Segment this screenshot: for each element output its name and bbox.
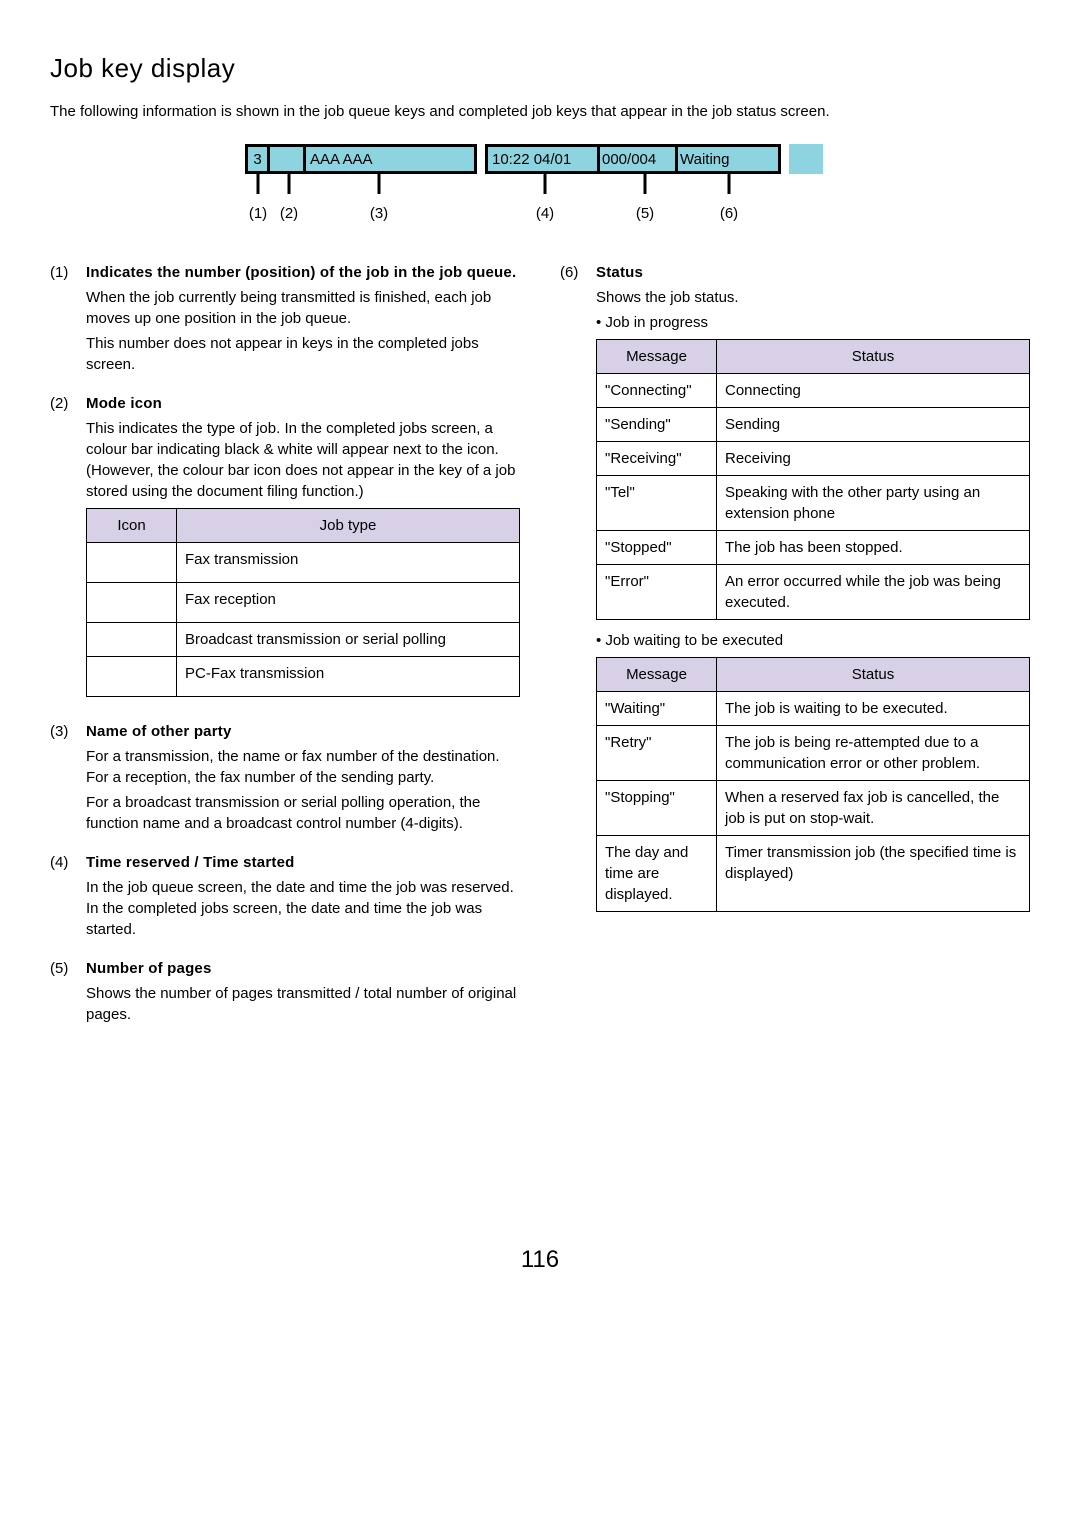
waiting-head-status: Status (717, 658, 1030, 692)
table-row: Fax reception (87, 583, 520, 623)
jobkey-tail (789, 144, 823, 174)
item-4-num: (4) (50, 852, 86, 944)
intro-text: The following information is shown in th… (50, 101, 1030, 122)
table-row: "Sending"Sending (597, 408, 1030, 442)
mode-table-head-jobtype: Job type (177, 509, 520, 543)
mode-table-head-icon: Icon (87, 509, 177, 543)
item-3-p2: For a broadcast transmission or serial p… (86, 792, 520, 834)
table-row: Fax transmission (87, 543, 520, 583)
progress-head-status: Status (717, 340, 1030, 374)
table-row: "Tel"Speaking with the other party using… (597, 476, 1030, 531)
status-waiting-table: Message Status "Waiting"The job is waiti… (596, 657, 1030, 912)
svg-text:(2): (2) (280, 205, 298, 222)
progress-head-message: Message (597, 340, 717, 374)
item-2-num: (2) (50, 393, 86, 707)
item-3-title: Name of other party (86, 721, 520, 742)
table-row: The day and time are displayed.Timer tra… (597, 836, 1030, 912)
bullet-job-in-progress: Job in progress (596, 312, 1030, 333)
item-3: (3) Name of other party For a transmissi… (50, 721, 520, 838)
table-row: "Error"An error occurred while the job w… (597, 565, 1030, 620)
item-2-p1: This indicates the type of job. In the c… (86, 418, 520, 502)
page-number: 116 (50, 1243, 1030, 1277)
table-row: "Connecting"Connecting (597, 374, 1030, 408)
jobkey-pages: 000/004 (600, 147, 678, 171)
jobkey-status: Waiting (678, 147, 778, 171)
table-row: "Retry"The job is being re-attempted due… (597, 726, 1030, 781)
status-progress-table: Message Status "Connecting"Connecting "S… (596, 339, 1030, 620)
item-2-title: Mode icon (86, 393, 520, 414)
svg-text:(3): (3) (370, 205, 388, 222)
item-1-title: Indicates the number (position) of the j… (86, 262, 520, 283)
item-5-num: (5) (50, 958, 86, 1029)
jobkey-time: 10:22 04/01 (488, 147, 600, 171)
svg-text:(4): (4) (536, 205, 554, 222)
table-row: "Receiving"Receiving (597, 442, 1030, 476)
item-6-title: Status (596, 262, 1030, 283)
jobkey-position: 3 (248, 147, 270, 171)
item-5: (5) Number of pages Shows the number of … (50, 958, 520, 1029)
item-3-num: (3) (50, 721, 86, 838)
item-6-num: (6) (560, 262, 596, 922)
waiting-head-message: Message (597, 658, 717, 692)
svg-text:(6): (6) (720, 205, 738, 222)
item-4-p1: In the job queue screen, the date and ti… (86, 877, 520, 940)
item-5-title: Number of pages (86, 958, 520, 979)
table-row: "Stopping"When a reserved fax job is can… (597, 781, 1030, 836)
item-4: (4) Time reserved / Time started In the … (50, 852, 520, 944)
item-1: (1) Indicates the number (position) of t… (50, 262, 520, 379)
item-6: (6) Status Shows the job status. Job in … (560, 262, 1030, 922)
item-1-p2: This number does not appear in keys in t… (86, 333, 520, 375)
jobkey-name: AAA AAA (306, 147, 474, 171)
mode-icon-table: Icon Job type Fax transmission Fax recep… (86, 508, 520, 697)
jobkey-connectors: (1) (2) (3) (4) (5) (6) (245, 174, 835, 234)
jobkey-left-box: 3 AAA AAA (245, 144, 477, 174)
item-1-num: (1) (50, 262, 86, 379)
item-2: (2) Mode icon This indicates the type of… (50, 393, 520, 707)
right-column: (6) Status Shows the job status. Job in … (560, 262, 1030, 936)
table-row: "Waiting"The job is waiting to be execut… (597, 692, 1030, 726)
item-4-title: Time reserved / Time started (86, 852, 520, 873)
item-3-p1: For a transmission, the name or fax numb… (86, 746, 520, 788)
item-6-p1: Shows the job status. (596, 287, 1030, 308)
table-row: Broadcast transmission or serial polling (87, 623, 520, 657)
bullet-job-waiting: Job waiting to be executed (596, 630, 1030, 651)
svg-text:(5): (5) (636, 205, 654, 222)
table-row: "Stopped"The job has been stopped. (597, 531, 1030, 565)
jobkey-mode-icon (270, 147, 306, 171)
svg-text:(1): (1) (249, 205, 267, 222)
table-row: PC-Fax transmission (87, 657, 520, 697)
jobkey-right-box: 10:22 04/01 000/004 Waiting (485, 144, 781, 174)
page-title: Job key display (50, 50, 1030, 86)
item-1-p1: When the job currently being transmitted… (86, 287, 520, 329)
jobkey-diagram: 3 AAA AAA 10:22 04/01 000/004 Waiting (50, 144, 1030, 234)
item-5-p1: Shows the number of pages transmitted / … (86, 983, 520, 1025)
left-column: (1) Indicates the number (position) of t… (50, 262, 520, 1043)
